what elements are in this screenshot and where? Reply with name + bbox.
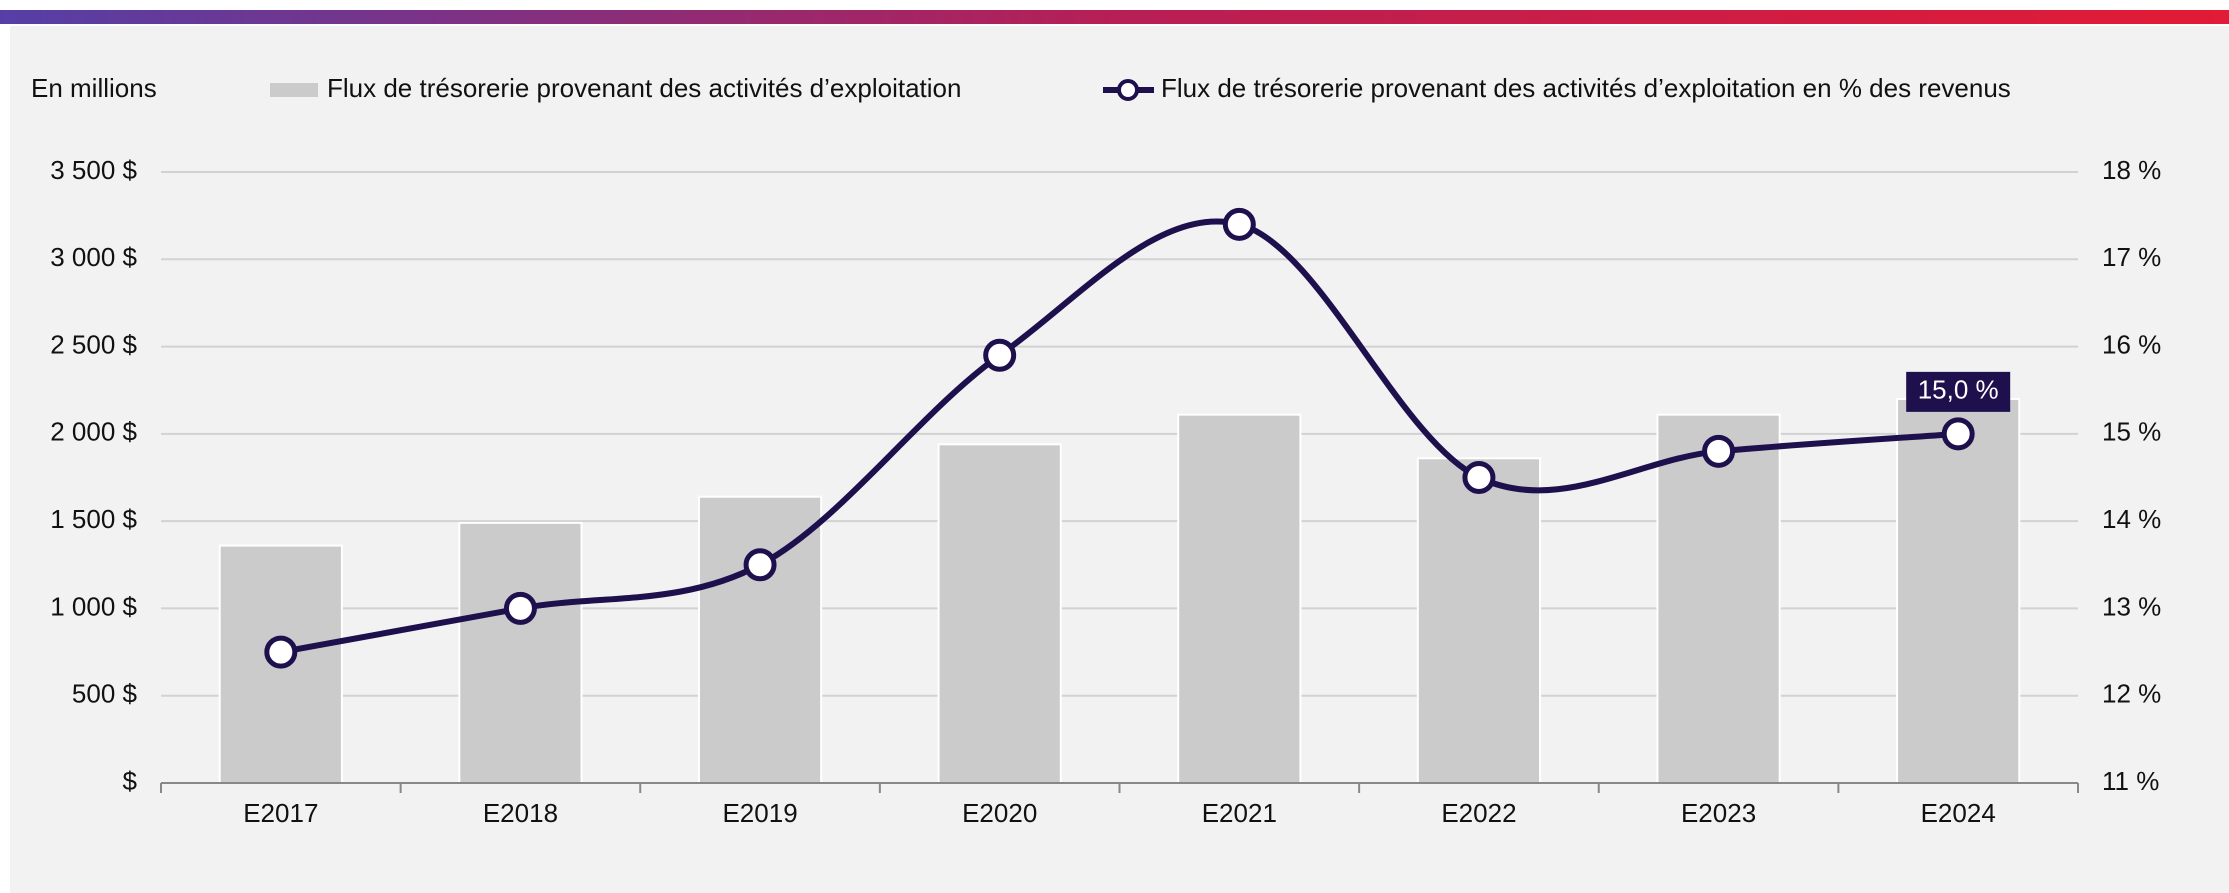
bar [1177, 413, 1302, 784]
x-tick-label: E2018 [483, 798, 558, 828]
bar [937, 443, 1062, 784]
y-tick-label: 3 000 $ [50, 242, 137, 272]
panel [10, 26, 2229, 893]
point [1941, 417, 1975, 451]
y-tick-label: 1 000 $ [50, 591, 137, 621]
x-tick-label: E2021 [1202, 798, 1277, 828]
bar [458, 521, 583, 784]
value-label: 15,0 % [1918, 375, 1999, 405]
y2-tick-label: 14 % [2102, 504, 2161, 534]
y2-tick-label: 15 % [2102, 417, 2161, 447]
point [1462, 461, 1496, 494]
bar [1416, 457, 1542, 784]
y-tick-label: $ [123, 766, 138, 796]
y-axis-label: En millions [31, 73, 157, 103]
legend-label: Flux de trésorerie provenant des activit… [327, 73, 961, 103]
y-tick-label: 1 500 $ [50, 504, 137, 534]
point [983, 338, 1017, 372]
x-tick-label: E2020 [962, 798, 1037, 828]
y-tick-label: 500 $ [72, 679, 138, 709]
bar [697, 495, 823, 784]
x-tick-label: E2023 [1681, 798, 1756, 828]
top-band [0, 10, 2229, 24]
y2-tick-label: 16 % [2102, 329, 2161, 359]
x-tick-label: E2017 [243, 798, 318, 828]
point [1222, 207, 1256, 241]
point [264, 635, 298, 669]
y-tick-label: 2 500 $ [50, 329, 137, 359]
x-tick-label: E2024 [1921, 798, 1996, 828]
legend-swatch [1117, 79, 1139, 101]
point [1702, 434, 1736, 468]
y2-tick-label: 12 % [2102, 679, 2161, 709]
point [503, 591, 537, 625]
y2-tick-label: 13 % [2102, 591, 2161, 621]
line [280, 218, 1959, 656]
legend-label: Flux de trésorerie provenant des activit… [1161, 73, 2011, 103]
x-tick-label: E2019 [722, 798, 797, 828]
point [743, 548, 777, 582]
legend-swatch [270, 83, 318, 97]
bar [1896, 397, 2021, 784]
y-tick-label: 3 500 $ [50, 155, 137, 185]
y2-tick-label: 17 % [2102, 242, 2161, 272]
x-tick-label: E2022 [1441, 798, 1516, 828]
y2-tick-label: 11 % [2102, 766, 2159, 796]
bar [1656, 413, 1781, 784]
y-tick-label: 2 000 $ [50, 417, 137, 447]
y2-tick-label: 18 % [2102, 155, 2161, 185]
value-label-bg [1906, 371, 2011, 412]
